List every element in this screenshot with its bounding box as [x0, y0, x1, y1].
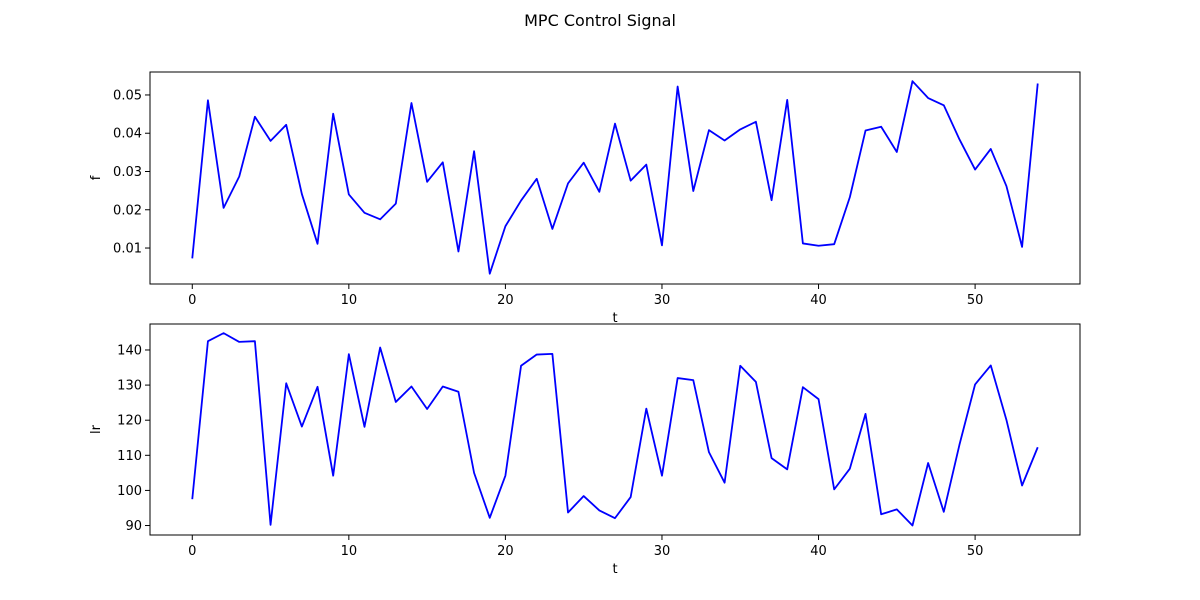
y-axis-label-0: f: [89, 175, 104, 180]
y-tick-label-0-1: 0.02: [113, 203, 142, 218]
y-tick-label-0-2: 0.03: [113, 165, 142, 180]
y-axis-label-1: lr: [89, 424, 104, 434]
x-tick-label-0-1: 10: [341, 293, 358, 308]
y-tick-label-1-5: 140: [117, 343, 142, 358]
y-tick-label-1-3: 120: [117, 414, 142, 429]
x-tick-label-1-5: 50: [967, 544, 984, 559]
y-tick-label-1-1: 100: [117, 484, 142, 499]
x-tick-label-0-0: 0: [188, 293, 196, 308]
x-tick-label-0-3: 30: [654, 293, 671, 308]
axes-frame-0: [149, 71, 1081, 285]
y-tick-label-0-0: 0.01: [113, 242, 142, 257]
x-tick-label-0-2: 20: [497, 293, 514, 308]
x-tick-label-1-0: 0: [188, 544, 196, 559]
x-axis-label-0: t: [612, 311, 617, 326]
axes-frame-1: [149, 323, 1081, 536]
subplot-lr: 0 10 20 30 40 50 90 100 110 120 130 140 t lr: [89, 323, 1081, 577]
x-tick-label-1-4: 40: [810, 544, 827, 559]
x-tick-label-0-4: 40: [810, 293, 827, 308]
y-tick-label-0-4: 0.05: [113, 88, 142, 103]
subplot-f: 0 10 20 30 40 50 0.01 0.02 0.03 0.04 0.05 t f: [89, 71, 1081, 326]
x-axis-label-1: t: [612, 562, 617, 577]
y-tick-label-1-0: 90: [125, 519, 142, 534]
series-line-1-0: [191, 332, 1039, 527]
y-tick-label-1-2: 110: [117, 449, 142, 464]
figure-title: MPC Control Signal: [524, 11, 676, 30]
series-line-0-0: [191, 80, 1039, 275]
x-tick-label-0-5: 50: [967, 293, 984, 308]
x-tick-label-1-3: 30: [654, 544, 671, 559]
x-tick-label-1-2: 20: [497, 544, 514, 559]
y-tick-label-1-4: 130: [117, 379, 142, 394]
x-tick-label-1-1: 10: [341, 544, 358, 559]
y-tick-label-0-3: 0.04: [113, 127, 142, 142]
